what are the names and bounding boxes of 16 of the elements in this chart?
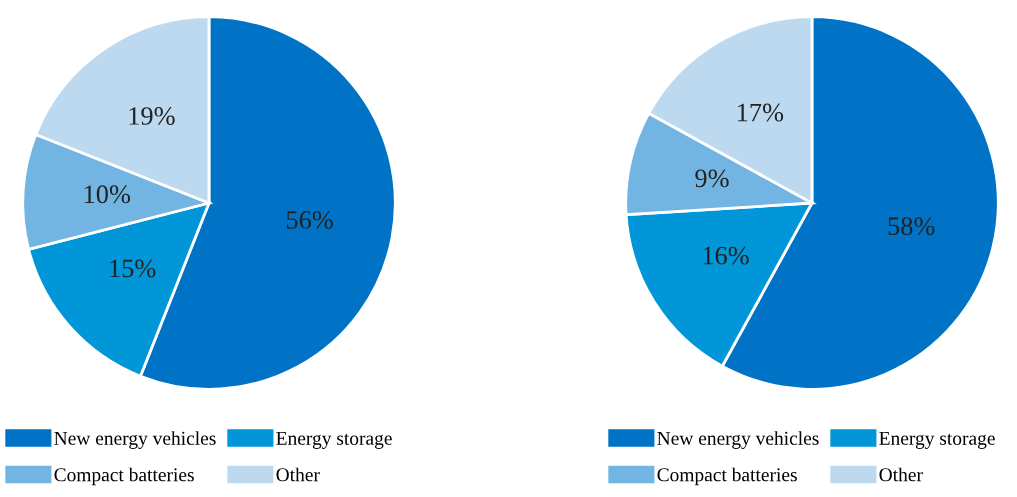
data-label: 56% bbox=[286, 210, 333, 229]
data-label: 15% bbox=[110, 259, 156, 278]
data-label: 58% bbox=[888, 217, 935, 236]
legend-label: Other bbox=[879, 467, 923, 482]
data-label: 16% bbox=[703, 246, 749, 265]
legend-label: Energy storage bbox=[276, 431, 392, 449]
legend-label: New energy vehicles bbox=[54, 431, 216, 449]
data-label: 9% bbox=[695, 169, 729, 188]
legend-label: Compact batteries bbox=[54, 467, 194, 486]
legend-label: Compact batteries bbox=[657, 467, 797, 486]
legend-label: New energy vehicles bbox=[657, 431, 819, 449]
data-label: 19% bbox=[129, 107, 175, 125]
data-label: 10% bbox=[84, 185, 131, 204]
legend-label: Other bbox=[276, 467, 320, 482]
legend-label: Energy storage bbox=[879, 431, 995, 449]
data-label: 17% bbox=[737, 103, 784, 122]
